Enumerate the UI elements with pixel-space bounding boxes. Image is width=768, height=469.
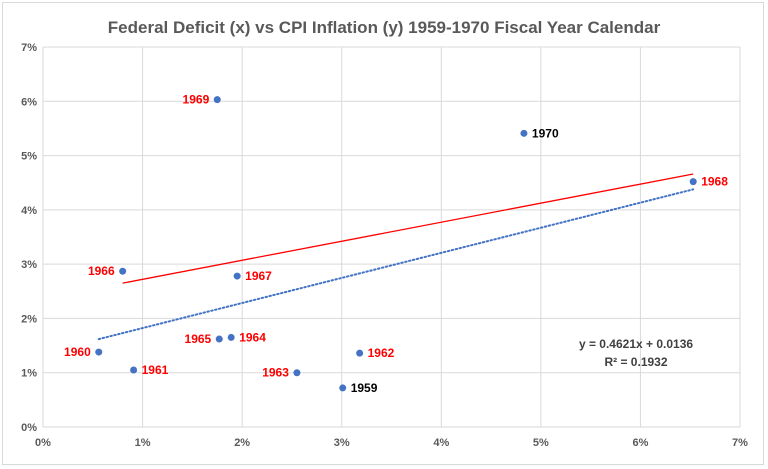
r-squared: R² = 0.1932 [604, 355, 667, 369]
data-point [215, 335, 223, 343]
data-point [293, 369, 301, 377]
x-tick-label: 4% [433, 437, 449, 449]
y-tick-label: 3% [21, 259, 37, 271]
x-tick-label: 5% [533, 437, 549, 449]
data-point [130, 366, 138, 374]
point-label: 1970 [532, 126, 559, 140]
y-tick-label: 1% [21, 368, 37, 380]
x-tick-label: 3% [334, 437, 350, 449]
point-labels: 1959 1960 1961 1962 1963 1964 1965 1966 1967 1968… [64, 93, 728, 395]
point-label: 1967 [245, 269, 272, 283]
trendline-equation: y = 0.4621x + 0.0136 [579, 337, 693, 351]
point-label: 1963 [262, 366, 289, 380]
data-point [520, 129, 528, 137]
y-tick-label: 6% [21, 96, 37, 108]
data-point [119, 267, 127, 275]
data-point [233, 272, 241, 280]
y-tick-label: 5% [21, 151, 37, 163]
x-tick-label: 0% [35, 437, 51, 449]
point-label: 1964 [239, 330, 266, 344]
tick-labels: 0% 1% 2% 3% 4% 5% 6% 7% 0% 1% 2% 3% 4% 5% 6% 7% [21, 42, 748, 449]
gridlines [42, 46, 741, 428]
point-label: 1968 [701, 175, 728, 189]
data-point [356, 349, 364, 357]
data-point [339, 384, 347, 392]
data-point [95, 348, 103, 356]
data-points [95, 96, 697, 392]
point-label: 1962 [368, 346, 395, 360]
red-trend-line [122, 173, 694, 284]
data-point [227, 333, 235, 341]
point-label: 1961 [142, 363, 169, 377]
x-tick-label: 1% [135, 437, 151, 449]
point-label: 1960 [64, 345, 91, 359]
linear-trendline [97, 188, 695, 341]
data-point [689, 178, 697, 186]
y-tick-label: 7% [21, 42, 37, 54]
point-label: 1965 [185, 332, 212, 346]
y-tick-label: 0% [21, 422, 37, 434]
y-tick-label: 4% [21, 205, 37, 217]
chart-title: Federal Deficit (x) vs CPI Inflation (y)… [108, 18, 661, 37]
x-tick-label: 2% [234, 437, 250, 449]
point-label: 1969 [183, 93, 210, 107]
y-tick-label: 2% [21, 313, 37, 325]
lines [97, 173, 695, 341]
x-tick-label: 7% [732, 437, 748, 449]
x-tick-label: 6% [632, 437, 648, 449]
point-label: 1966 [88, 264, 115, 278]
point-label: 1959 [351, 381, 378, 395]
data-point [213, 96, 221, 104]
